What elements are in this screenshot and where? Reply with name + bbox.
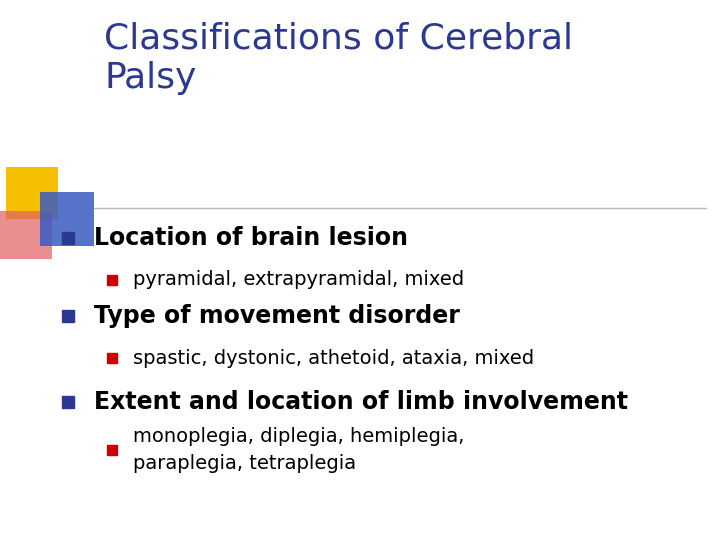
- Text: spastic, dystonic, athetoid, ataxia, mixed: spastic, dystonic, athetoid, ataxia, mix…: [133, 348, 534, 368]
- Text: Type of movement disorder: Type of movement disorder: [94, 304, 459, 328]
- Bar: [40, 192, 94, 246]
- Bar: [0, 211, 52, 259]
- Bar: [6, 167, 58, 219]
- Text: Extent and location of limb involvement: Extent and location of limb involvement: [94, 390, 628, 414]
- Text: Location of brain lesion: Location of brain lesion: [94, 226, 408, 249]
- Text: Classifications of Cerebral
Palsy: Classifications of Cerebral Palsy: [104, 22, 573, 95]
- Text: monoplegia, diplegia, hemiplegia,
paraplegia, tetraplegia: monoplegia, diplegia, hemiplegia, parapl…: [133, 427, 464, 472]
- Text: pyramidal, extrapyramidal, mixed: pyramidal, extrapyramidal, mixed: [133, 270, 464, 289]
